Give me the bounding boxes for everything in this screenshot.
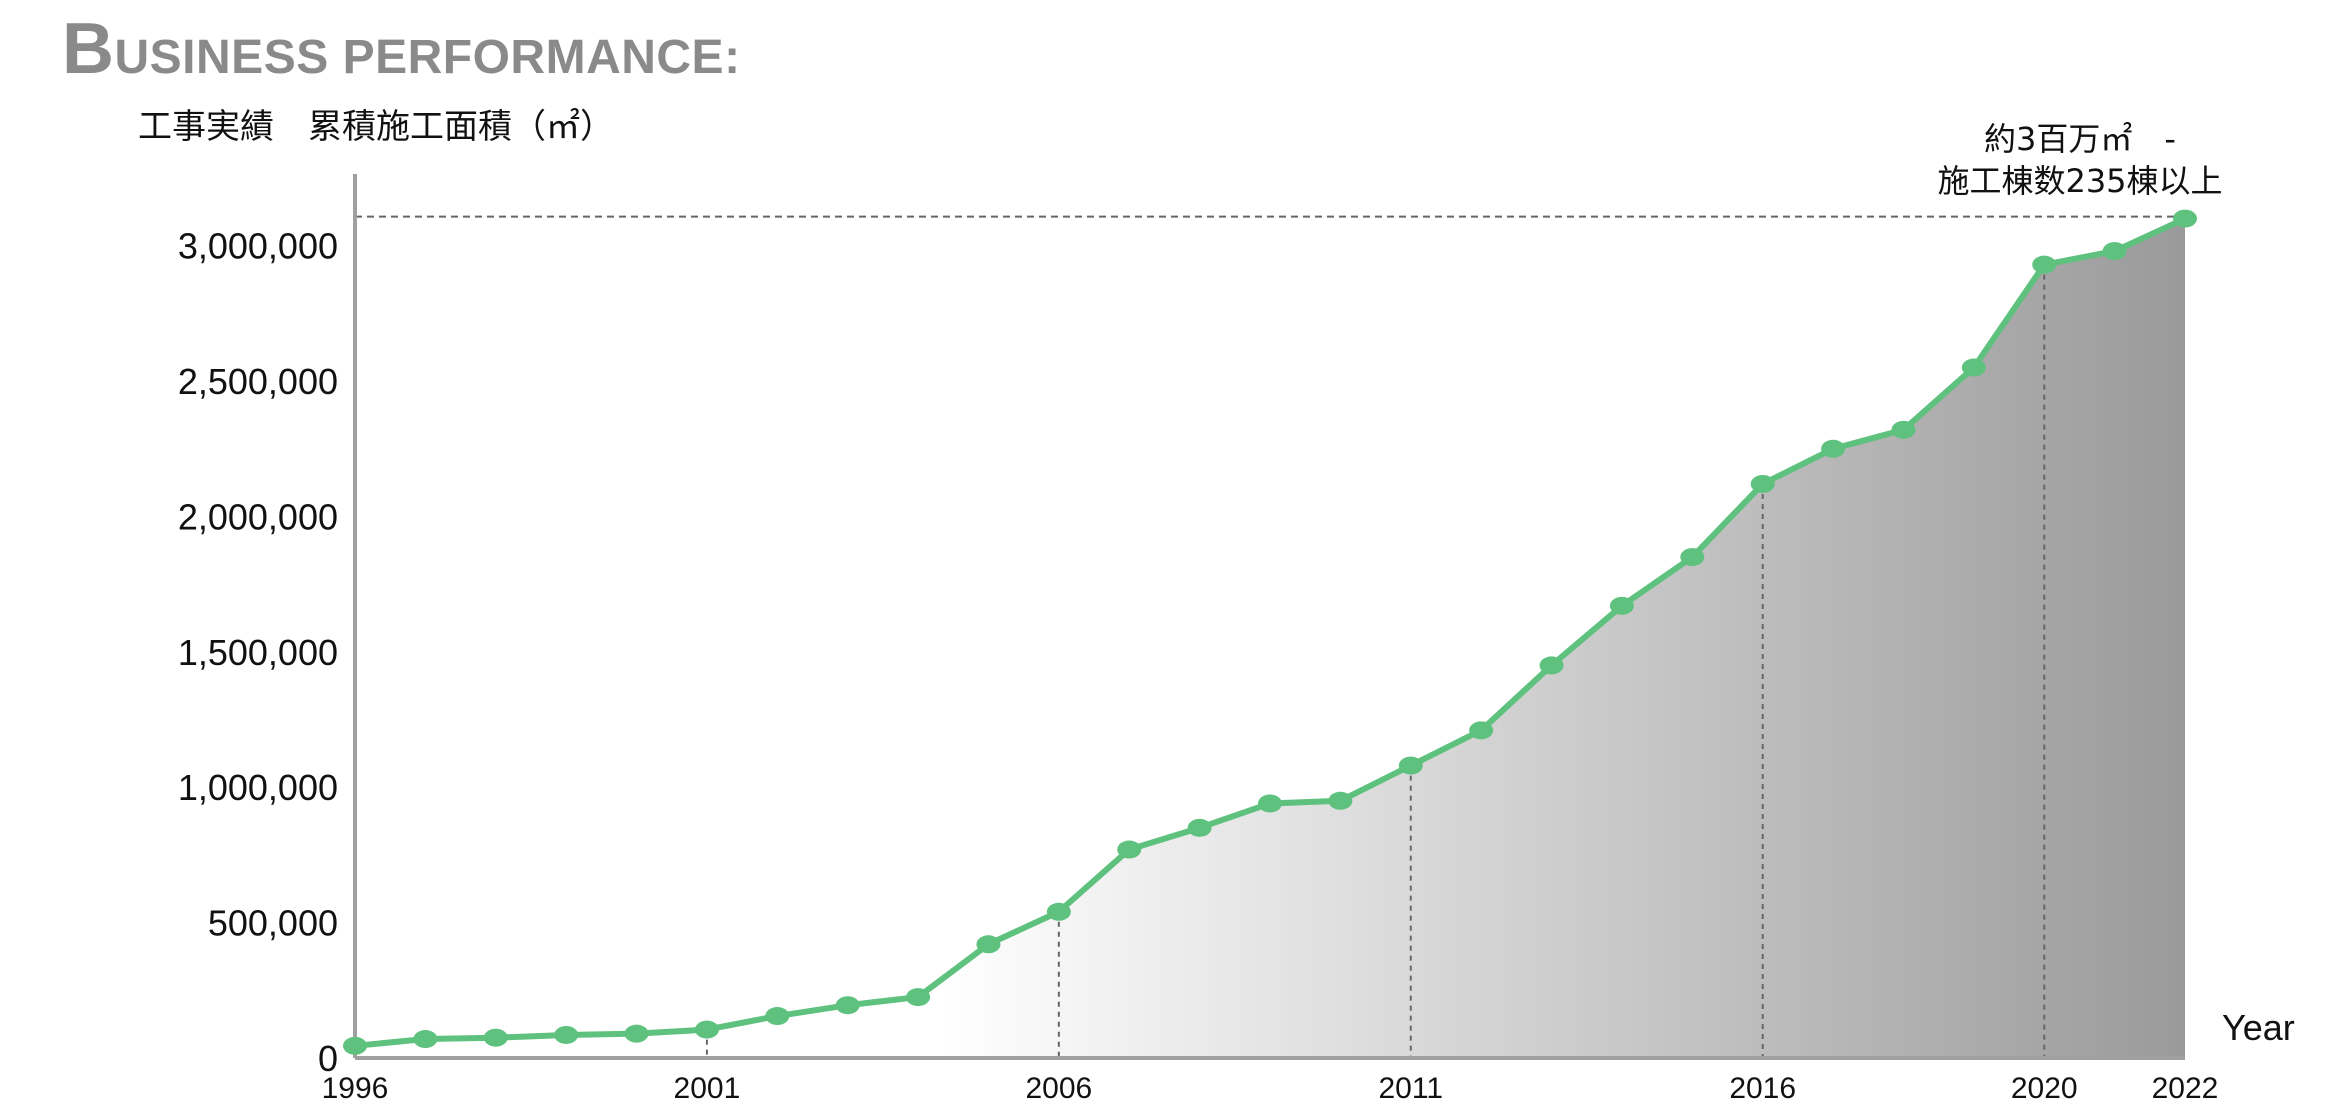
data-point [1680,548,1705,567]
x-tick-label: 2011 [1379,1072,1444,1105]
data-point [1961,358,1986,377]
data-point [554,1025,579,1044]
x-axis-title: Year [2222,1007,2295,1048]
data-point [2102,242,2127,261]
y-tick-label: 2,500,000 [178,361,338,402]
y-axis-title: 工事実績 累積施工面積（㎡） [138,107,614,147]
data-point [976,935,1001,954]
data-point [1821,439,1846,458]
data-point [1046,902,1071,921]
page-title-rest: USINESS PERFORMANCE: [114,31,741,84]
page-title: BUSINESS PERFORMANCE: [62,8,741,90]
y-tick-label: 1,500,000 [178,632,338,673]
data-point [1258,794,1282,813]
x-tick-label: 2006 [1025,1072,1092,1105]
data-point [1891,420,1916,439]
y-tick-label: 0 [318,1038,338,1079]
data-point [1398,756,1423,775]
data-point [1328,791,1353,810]
x-tick-label: 2020 [2011,1072,2078,1105]
y-tick-label: 3,000,000 [178,226,338,267]
x-tick-label: 2001 [674,1072,741,1105]
data-point [343,1036,367,1055]
data-point [1469,721,1494,740]
data-point [1187,818,1212,837]
data-point [624,1024,649,1043]
data-point [906,988,931,1007]
data-point [765,1007,790,1026]
data-point [835,996,860,1015]
data-point [413,1030,438,1049]
y-tick-label: 1,000,000 [178,767,338,808]
annotation-line-2: 施工棟数235棟以上 [1937,162,2222,200]
data-point [694,1020,719,1039]
data-point [2032,255,2057,274]
data-point [1609,596,1634,615]
data-point [1539,656,1564,675]
page-title-initial: B [62,9,115,89]
x-tick-label: 1996 [322,1072,389,1105]
x-tick-label: 2022 [2152,1072,2219,1105]
area-fill [355,218,2185,1059]
y-tick-label: 2,000,000 [178,496,338,537]
data-point [2173,209,2197,228]
x-tick-label: 2016 [1729,1072,1796,1105]
data-point [1750,474,1775,493]
y-tick-label: 500,000 [208,903,338,944]
data-point [1117,840,1142,859]
annotation-line-1: 約3百万㎡ - [1984,120,2176,158]
data-point [483,1028,508,1047]
